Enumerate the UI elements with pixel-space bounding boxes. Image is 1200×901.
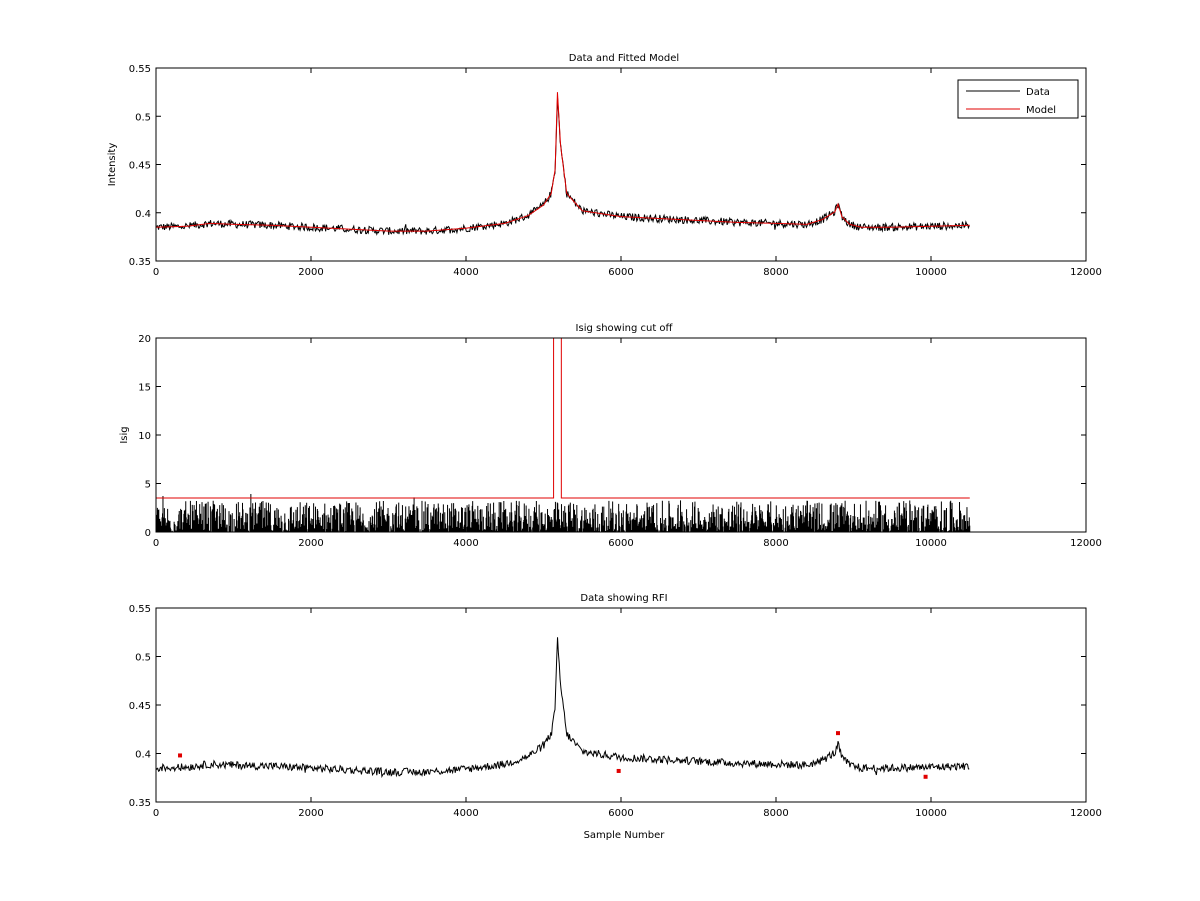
x-tick-label: 6000: [608, 538, 633, 549]
x-tick-label: 10000: [915, 808, 947, 819]
x-tick-label: 6000: [608, 808, 633, 819]
x-tick-label: 0: [153, 538, 159, 549]
y-tick-label: 0.4: [135, 209, 151, 220]
x-tick-label: 10000: [915, 538, 947, 549]
chart-title: Isig showing cut off: [576, 323, 674, 334]
y-axis-label: Intensity: [107, 143, 118, 187]
x-tick-label: 10000: [915, 267, 947, 278]
legend: Data Model: [957, 79, 1079, 119]
y-tick-label: 0.4: [135, 750, 151, 761]
y-tick-label: 0.45: [129, 161, 151, 172]
y-tick-label: 0.5: [135, 653, 151, 664]
x-tick-label: 4000: [453, 267, 478, 278]
x-tick-label: 12000: [1070, 538, 1102, 549]
x-tick-label: 2000: [298, 538, 323, 549]
series-isig-line: [156, 494, 971, 532]
plot-area: [156, 637, 970, 779]
rfi-marker: [178, 753, 183, 758]
series-cutoff-line: [156, 338, 970, 499]
y-tick-label: 0: [145, 528, 151, 539]
x-tick-label: 4000: [453, 538, 478, 549]
rfi-marker: [616, 768, 621, 773]
rfi-marker: [836, 731, 840, 736]
x-tick-label: 8000: [763, 267, 788, 278]
y-axis-label: Isig: [119, 426, 130, 443]
series-model-line: [156, 92, 970, 232]
x-axis-label: Sample Number: [584, 830, 666, 841]
legend-label: Data: [1026, 87, 1050, 98]
y-tick-label: 0.5: [135, 112, 151, 123]
y-tick-label: 0.35: [129, 257, 151, 268]
y-tick-label: 0.35: [129, 798, 151, 809]
chart-title: Data and Fitted Model: [569, 53, 679, 64]
legend-label: Model: [1026, 105, 1056, 116]
x-tick-label: 0: [153, 808, 159, 819]
y-tick-label: 15: [138, 383, 151, 394]
y-tick-label: 0.55: [129, 64, 151, 75]
y-tick-label: 0.45: [129, 701, 151, 712]
chart-2: 0 2000 4000 6000 8000 10000 12000 0 5 10 15 20 Isig …: [119, 323, 1102, 549]
legend-box: [957, 79, 1079, 119]
y-tick-label: 10: [138, 431, 151, 442]
x-tick-label: 8000: [763, 538, 788, 549]
series-data-line: [156, 637, 970, 779]
y-tick-label: 0.55: [129, 604, 151, 615]
chart-1: 0 2000 4000 6000 8000 10000 12000 0.35 0.4 0.45 0.…: [107, 53, 1102, 278]
x-tick-label: 2000: [298, 808, 323, 819]
chart-3: 0 2000 4000 6000 8000 10000 12000 0.35 0.4 0.45 0.…: [129, 593, 1102, 841]
x-tick-label: 8000: [763, 808, 788, 819]
x-tick-label: 0: [153, 267, 159, 278]
y-tick-label: 20: [138, 334, 151, 345]
plot-area: [156, 338, 971, 532]
x-tick-label: 12000: [1070, 267, 1102, 278]
x-tick-label: 12000: [1070, 808, 1102, 819]
x-tick-label: 6000: [608, 267, 633, 278]
plot-area: [156, 92, 970, 236]
x-tick-label: 4000: [453, 808, 478, 819]
chart-title: Data showing RFI: [580, 593, 667, 604]
rfi-marker: [923, 774, 928, 779]
x-tick-label: 2000: [298, 267, 323, 278]
y-tick-label: 5: [145, 480, 151, 491]
